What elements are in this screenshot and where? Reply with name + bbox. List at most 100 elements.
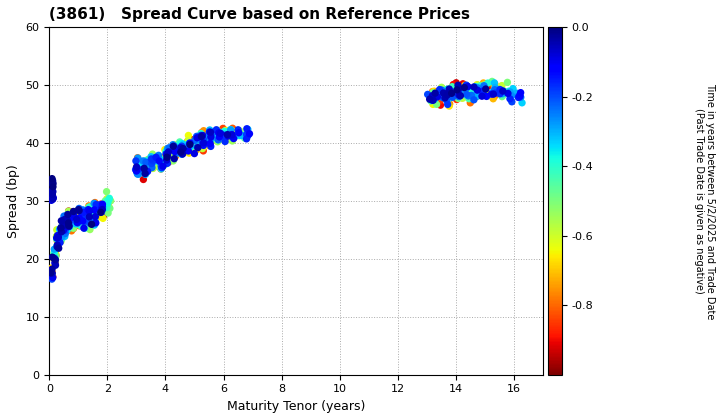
Point: [161, 160, 172, 167]
Point: [469, 89, 481, 96]
Point: [453, 87, 464, 93]
Point: [463, 95, 474, 102]
Point: [436, 91, 448, 98]
Point: [184, 140, 195, 147]
Point: [65, 215, 76, 221]
Point: [71, 219, 83, 226]
Point: [73, 222, 84, 229]
Point: [48, 194, 59, 201]
Point: [235, 132, 246, 139]
Point: [197, 139, 208, 146]
Point: [487, 93, 498, 100]
Point: [488, 90, 500, 97]
Point: [222, 133, 234, 139]
Point: [186, 143, 197, 150]
Point: [195, 130, 207, 137]
Point: [182, 145, 194, 152]
Point: [188, 143, 199, 150]
Point: [197, 134, 209, 141]
Point: [444, 102, 455, 108]
Point: [169, 146, 181, 152]
Point: [497, 90, 508, 97]
Point: [444, 95, 455, 102]
Point: [502, 79, 513, 86]
Point: [62, 214, 73, 221]
Point: [50, 262, 61, 269]
Point: [145, 161, 157, 168]
Point: [104, 205, 116, 212]
Point: [73, 210, 84, 217]
Point: [183, 132, 194, 139]
Point: [147, 151, 158, 158]
Point: [506, 92, 518, 99]
Point: [154, 156, 166, 163]
Point: [102, 207, 113, 213]
Point: [140, 161, 151, 168]
Point: [46, 271, 58, 278]
Point: [444, 86, 455, 92]
Point: [101, 204, 112, 211]
Point: [219, 132, 230, 139]
Point: [62, 218, 73, 224]
Point: [428, 95, 439, 102]
Point: [156, 162, 168, 168]
Point: [206, 135, 217, 142]
Point: [184, 143, 195, 150]
Point: [50, 252, 61, 259]
Point: [212, 131, 223, 138]
Point: [78, 213, 90, 220]
Point: [47, 254, 58, 260]
Point: [156, 165, 167, 172]
Point: [68, 209, 80, 216]
Point: [46, 192, 58, 199]
Point: [195, 132, 207, 139]
Point: [49, 255, 60, 261]
Point: [177, 143, 189, 150]
Point: [146, 152, 158, 159]
Point: [175, 144, 186, 151]
Point: [59, 219, 71, 226]
Point: [50, 256, 61, 262]
Point: [140, 170, 151, 177]
Point: [68, 225, 79, 231]
Point: [487, 91, 499, 97]
Point: [454, 85, 465, 92]
Point: [73, 207, 85, 214]
Point: [438, 89, 449, 96]
Point: [196, 136, 207, 142]
Point: [488, 88, 500, 94]
Point: [78, 210, 90, 217]
Point: [102, 203, 114, 210]
Point: [95, 203, 107, 210]
Point: [489, 85, 500, 92]
Point: [95, 213, 107, 220]
Point: [461, 84, 472, 91]
Point: [89, 199, 101, 206]
Point: [71, 218, 83, 225]
Point: [132, 166, 144, 173]
Point: [168, 143, 180, 150]
Point: [50, 252, 61, 259]
Point: [204, 140, 216, 147]
Point: [428, 97, 440, 103]
Point: [161, 157, 172, 163]
Point: [161, 151, 173, 158]
Point: [184, 139, 196, 146]
Point: [59, 233, 71, 240]
Point: [220, 137, 232, 144]
Point: [480, 86, 492, 92]
Point: [478, 81, 490, 88]
Point: [89, 207, 100, 213]
Point: [472, 81, 483, 88]
Point: [100, 204, 112, 211]
Point: [478, 80, 490, 87]
Point: [73, 215, 84, 222]
Point: [241, 130, 253, 137]
Point: [163, 144, 175, 151]
Point: [212, 136, 224, 143]
Point: [58, 220, 69, 227]
Point: [68, 225, 79, 232]
Point: [471, 83, 482, 90]
Point: [479, 88, 490, 94]
Point: [227, 125, 238, 131]
